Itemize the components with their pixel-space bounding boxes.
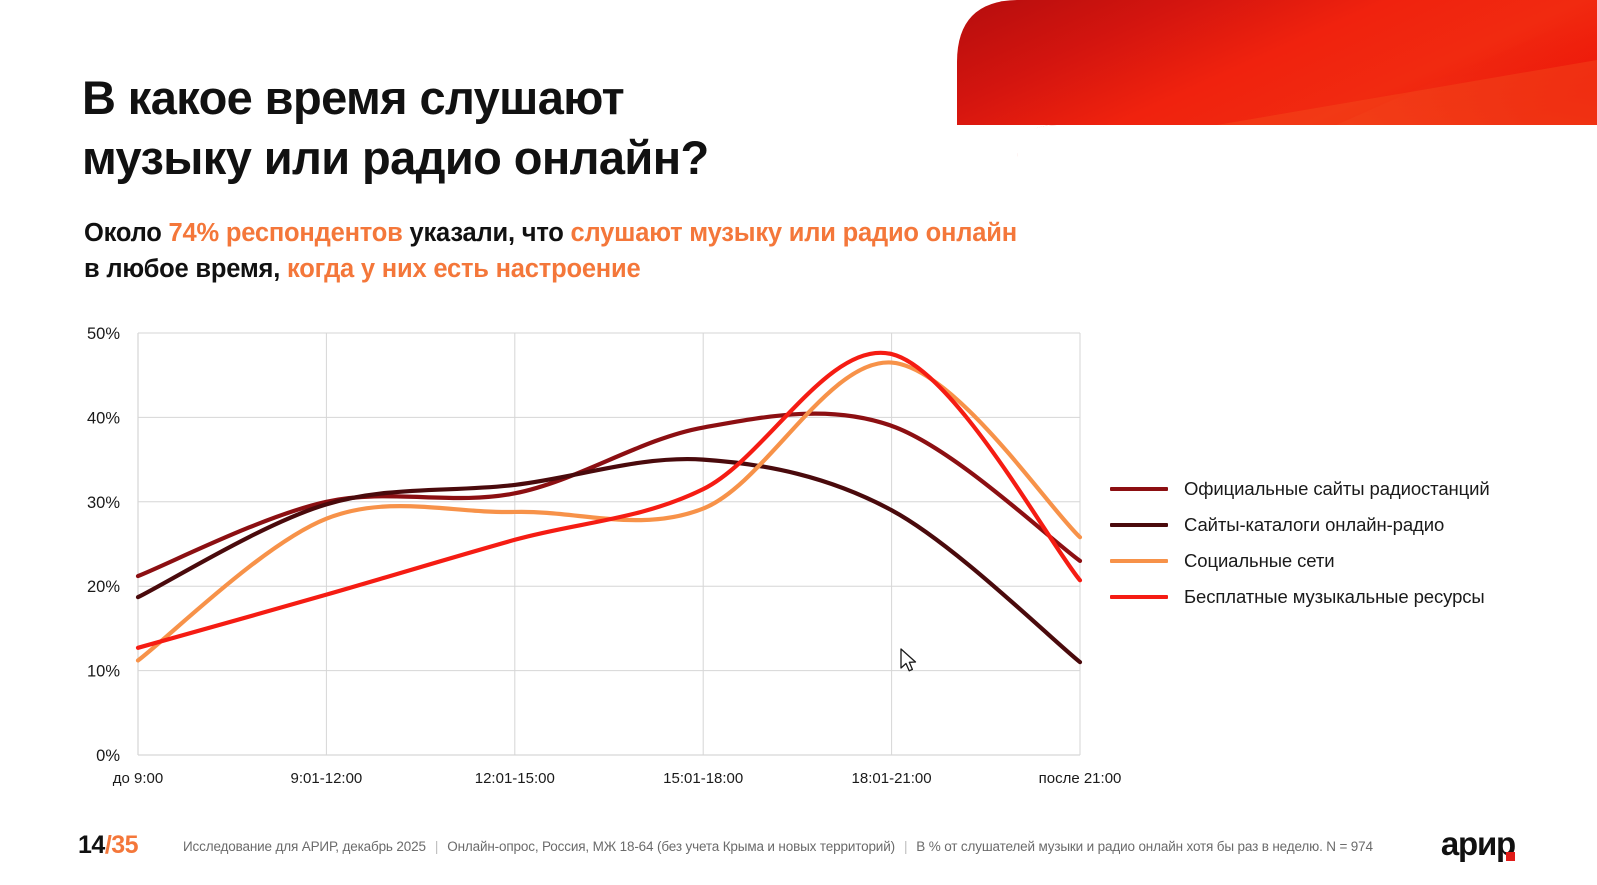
x-axis-tick-label: 9:01-12:00 <box>291 770 363 787</box>
subtitle-part-3: указали, что <box>402 219 571 247</box>
legend-color-swatch <box>1110 559 1168 563</box>
subtitle-part-6: когда у них есть настроение <box>287 255 641 284</box>
y-axis-tick-label: 0% <box>96 747 120 765</box>
x-axis-tick-label: 12:01-15:00 <box>475 770 555 787</box>
legend-item-label: Бесплатные музыкальные ресурсы <box>1184 586 1485 607</box>
page-number: 14/35 <box>78 831 139 860</box>
slide-footer: 14/35 Исследование для АРИР, декабрь 202… <box>0 815 1597 885</box>
footer-note: Исследование для АРИР, декабрь 2025 | Онла… <box>183 839 1373 854</box>
legend-color-swatch <box>1110 523 1168 527</box>
arir-logo: арир <box>1440 825 1516 862</box>
y-axis-tick-label: 40% <box>87 409 120 427</box>
legend-item[interactable]: Бесплатные музыкальные ресурсы <box>1110 580 1580 614</box>
footer-note-3: В % от слушателей музыки и радио онлайн … <box>916 839 1373 854</box>
footer-note-2: Онлайн-опрос, Россия, МЖ 18-64 (без учет… <box>447 839 895 854</box>
subtitle-part-5: в любое время, <box>84 255 288 284</box>
chart-axis-labels: 0% 10% 20% 30% 40% 50% до 9:00 9:01-12:00 12:01-… <box>87 325 1121 787</box>
x-axis-tick-label: 18:01-21:00 <box>852 770 932 787</box>
subtitle-part-4: слушают музыку или радио онлайн <box>570 219 1018 247</box>
legend-item-label: Сайты-каталоги онлайн-радио <box>1184 514 1445 535</box>
subtitle-part-2: 74% респондентов <box>168 219 403 247</box>
subtitle-part-1: Около <box>84 219 169 247</box>
chart-series-line <box>135 456 1083 665</box>
title-accent: В какое время <box>82 71 408 124</box>
chart-series-line <box>135 350 1083 650</box>
page-number-total: 35 <box>111 831 139 859</box>
x-axis-tick-label: до 9:00 <box>113 770 163 787</box>
y-axis-tick-label: 10% <box>87 663 120 681</box>
page-title: В какое время слушают музыку или радио о… <box>82 68 1082 188</box>
chart-series-line <box>135 411 1083 579</box>
legend-color-swatch <box>1110 595 1168 599</box>
chart-series-group <box>135 350 1083 665</box>
footer-note-1: Исследование для АРИР, декабрь 2025 <box>183 839 426 854</box>
title-line2: музыку или радио онлайн? <box>82 131 709 185</box>
legend-item-label: Социальные сети <box>1184 550 1335 571</box>
chart-series-line <box>135 360 1083 663</box>
legend-item[interactable]: Сайты-каталоги онлайн-радио <box>1110 508 1580 542</box>
legend-color-swatch <box>1110 487 1168 491</box>
page-subtitle: Около 74% респондентов указали, что слуш… <box>84 215 1404 287</box>
footer-note-separator-1: | <box>434 839 439 854</box>
title-plain: слушают <box>407 71 625 124</box>
legend-item-label: Официальные сайты радиостанций <box>1184 478 1490 499</box>
footer-note-separator-2: | <box>903 839 908 854</box>
legend-item[interactable]: Официальные сайты радиостанций <box>1110 472 1580 506</box>
x-axis-tick-label: после 21:00 <box>1039 770 1122 787</box>
x-axis-tick-label: 15:01-18:00 <box>663 770 743 787</box>
chart-legend: Официальные сайты радиостанций Сайты-ката… <box>1110 472 1580 616</box>
page-number-current: 14 <box>78 831 105 859</box>
page-number-separator: / <box>104 831 112 859</box>
arir-logo-dot <box>1506 852 1515 861</box>
y-axis-tick-label: 30% <box>87 494 120 512</box>
y-axis-tick-label: 50% <box>87 325 120 343</box>
chart-gridlines <box>137 332 1081 756</box>
legend-item[interactable]: Социальные сети <box>1110 544 1580 578</box>
y-axis-tick-label: 20% <box>87 578 120 596</box>
